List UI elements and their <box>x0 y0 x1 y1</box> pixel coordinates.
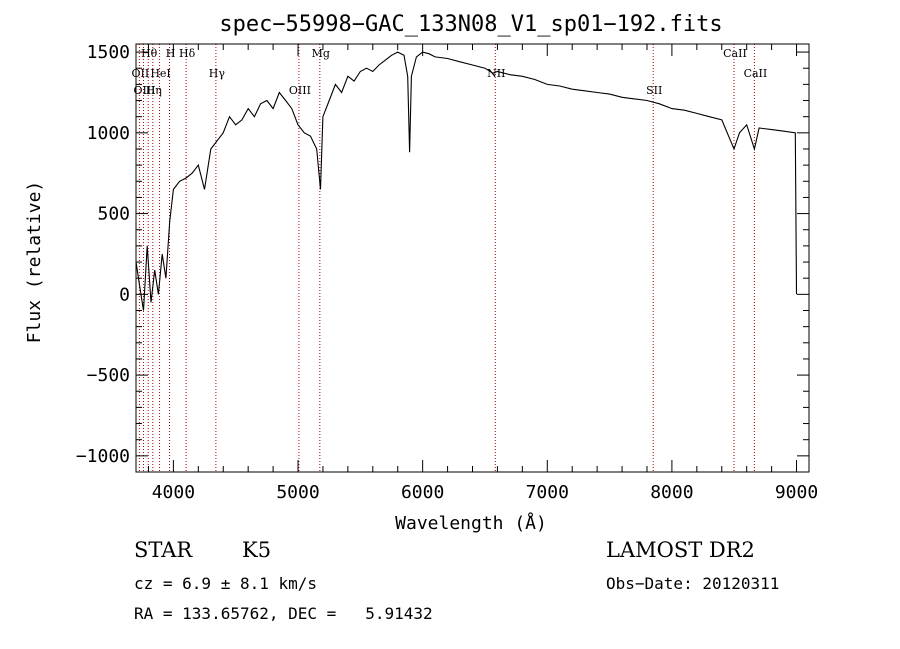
cz-label: cz = 6.9 ± 8.1 km/s <box>134 574 318 593</box>
x-axis: 4000 5000 6000 7000 8000 9000 <box>147 44 818 503</box>
coords-label: RA = 133.65762, DEC = 5.91432 <box>134 604 433 623</box>
subclass-label: K5 <box>242 538 272 562</box>
survey-label: LAMOST DR2 <box>606 538 755 562</box>
y-tick-label: −500 <box>87 365 130 386</box>
x-tick-label: 4000 <box>152 482 195 503</box>
obs-date-label: Obs−Date: 20120311 <box>606 574 780 593</box>
marker-label: Hδ <box>179 47 196 60</box>
marker-label: H <box>166 47 176 60</box>
x-axis-label: Wavelength (Å) <box>395 512 547 534</box>
x-tick-label: 9000 <box>775 482 818 503</box>
y-tick-label: −1000 <box>76 446 130 467</box>
y-tick-label: 1000 <box>87 123 130 144</box>
spectrum-series-line <box>135 51 798 311</box>
marker-label: OII <box>132 67 150 80</box>
line-markers: Hθ OII OIII H HeI Hη Hδ Hγ OIII Mg NII SII CaII CaII <box>132 44 768 472</box>
y-axis: −1000 −500 0 500 1000 1500 <box>76 42 809 467</box>
y-tick-label: 0 <box>119 284 130 305</box>
marker-label: CaII <box>723 47 747 60</box>
marker-label: NII <box>487 67 505 80</box>
plot-frame <box>135 43 810 473</box>
y-axis-label: Flux (relative) <box>24 181 45 344</box>
marker-label: Mg <box>312 47 330 60</box>
y-tick-label: 500 <box>97 204 130 225</box>
marker-label: HeI <box>150 67 170 80</box>
x-tick-label: 7000 <box>526 482 569 503</box>
marker-label: OIII <box>133 84 155 97</box>
x-tick-label: 5000 <box>276 482 319 503</box>
x-tick-label: 6000 <box>401 482 444 503</box>
marker-label: Hη <box>146 84 162 97</box>
marker-label: OIII <box>289 84 311 97</box>
y-tick-label: 1500 <box>87 42 130 63</box>
marker-label: Hθ <box>141 47 158 60</box>
x-tick-label: 8000 <box>650 482 693 503</box>
marker-label: Hγ <box>209 67 226 80</box>
chart-title: spec−55998−GAC_133N08_V1_sp01−192.fits <box>219 12 722 37</box>
class-label: STAR <box>134 538 193 562</box>
marker-label: CaII <box>744 67 768 80</box>
series-group <box>135 51 798 311</box>
marker-label: SII <box>646 84 662 97</box>
